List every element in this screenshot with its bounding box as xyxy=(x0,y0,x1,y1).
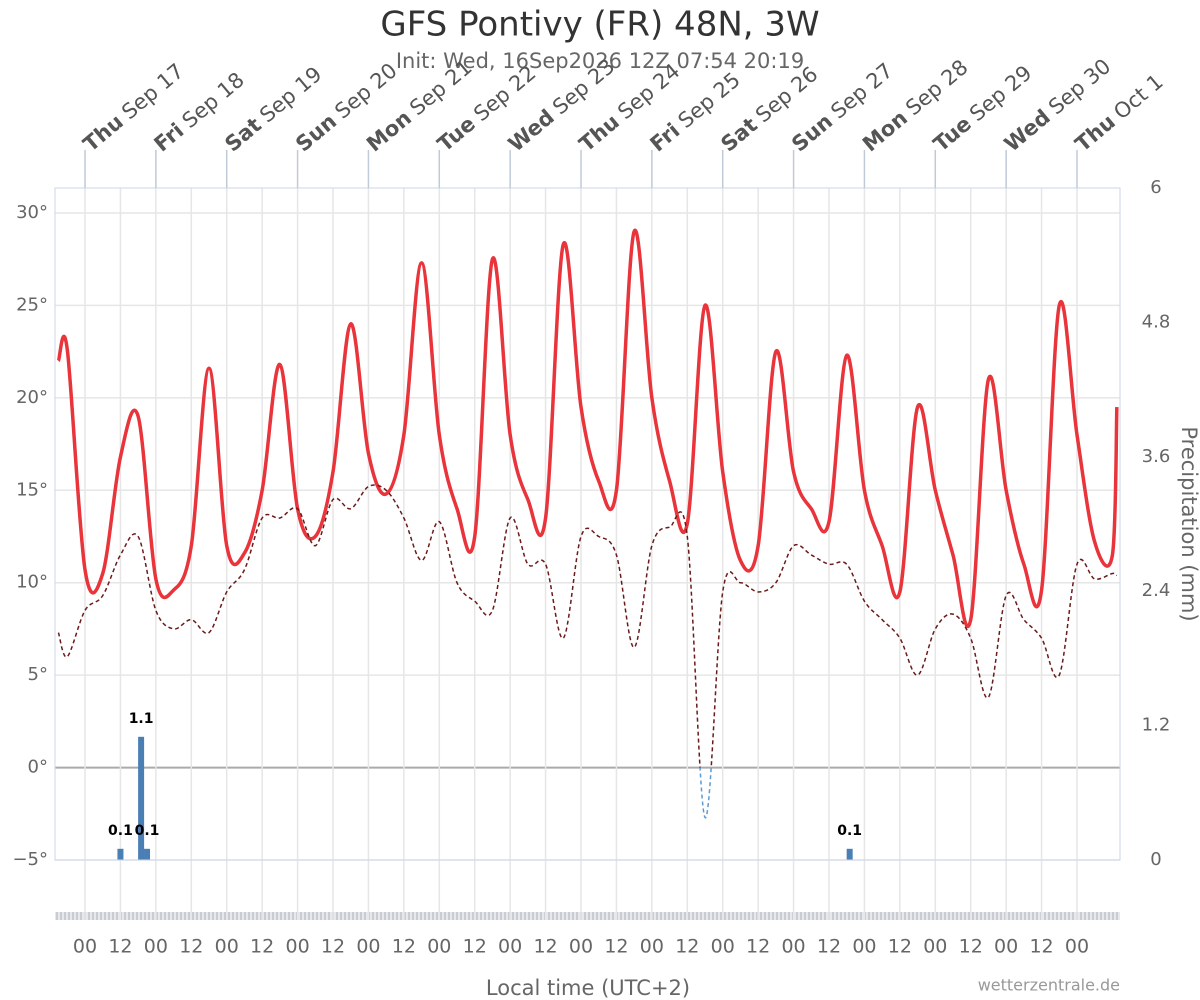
x-tick-label: 00 xyxy=(356,936,380,958)
x-tick-label: 12 xyxy=(1029,936,1053,958)
x-tick-label: 12 xyxy=(108,936,132,958)
grid xyxy=(55,188,1120,920)
x-tick-label: 12 xyxy=(463,936,487,958)
x-tick-label: 00 xyxy=(285,936,309,958)
y-tick-label: 0° xyxy=(28,757,48,778)
y-tick-label: −5° xyxy=(12,849,48,870)
x-tick-label: 12 xyxy=(321,936,345,958)
x-tick-label: 00 xyxy=(215,936,239,958)
y-tick-label: 10° xyxy=(16,572,48,593)
x-tick-label: 12 xyxy=(675,936,699,958)
y2-tick-label: 4.8 xyxy=(1142,311,1171,332)
x-axis-label: Local time (UTC+2) xyxy=(486,976,690,1000)
y2-tick-label: 2.4 xyxy=(1142,580,1171,601)
precip-label: 0.1 xyxy=(837,823,862,839)
chart-subtitle: Init: Wed, 16Sep2026 12Z 07:54 20:19 xyxy=(396,49,804,73)
y2-axis-label: Precipitation (mm) xyxy=(1177,426,1200,621)
x-tick-label: 12 xyxy=(959,936,983,958)
x-tick-label: 12 xyxy=(533,936,557,958)
precip-label: 1.1 xyxy=(129,711,154,727)
y-tick-label: 20° xyxy=(16,387,48,408)
x-tick-label: 12 xyxy=(746,936,770,958)
marks xyxy=(56,228,1119,860)
x-tick-label: 12 xyxy=(888,936,912,958)
y-tick-label: 15° xyxy=(16,479,48,500)
temperature-line xyxy=(56,228,1119,629)
x-tick-label: 00 xyxy=(144,936,168,958)
y-tick-label: 25° xyxy=(16,294,48,315)
wind-strip-hatch xyxy=(55,912,1120,920)
x-tick-label: 00 xyxy=(923,936,947,958)
y2-tick-label: 3.6 xyxy=(1142,446,1171,467)
precip-bar xyxy=(117,848,124,860)
y-tick-label: 30° xyxy=(16,202,48,223)
x-tick-label: 00 xyxy=(1065,936,1089,958)
x-tick-label: 00 xyxy=(781,936,805,958)
x-tick-label: 00 xyxy=(73,936,97,958)
y-tick-label: 5° xyxy=(28,664,48,685)
y2-tick-label: 1.2 xyxy=(1142,715,1171,736)
x-tick-label: 00 xyxy=(427,936,451,958)
chart-title: GFS Pontivy (FR) 48N, 3W xyxy=(380,5,819,45)
dewpoint-line xyxy=(57,484,1118,819)
x-tick-label: 12 xyxy=(604,936,628,958)
x-tick-label: 00 xyxy=(994,936,1018,958)
x-tick-label: 00 xyxy=(852,936,876,958)
precip-bar xyxy=(144,848,151,860)
x-tick-label: 00 xyxy=(711,936,735,958)
wind-strip xyxy=(55,860,1120,920)
x-tick-label: 00 xyxy=(569,936,593,958)
x-tick-label: 12 xyxy=(179,936,203,958)
x-tick-label: 12 xyxy=(817,936,841,958)
x-tick-label: 00 xyxy=(640,936,664,958)
precip-label: 0.1 xyxy=(108,823,133,839)
y2-tick-label: 6 xyxy=(1150,177,1161,198)
x-tick-label: 12 xyxy=(392,936,416,958)
credit: wetterzentrale.de xyxy=(978,976,1120,995)
precip-label: 0.1 xyxy=(135,823,160,839)
y2-tick-label: 0 xyxy=(1150,849,1161,870)
plot-frame xyxy=(54,187,1121,861)
x-tick-label: 12 xyxy=(250,936,274,958)
precip-bar xyxy=(138,736,145,860)
x-tick-label: 00 xyxy=(498,936,522,958)
precip-bar xyxy=(846,848,853,860)
